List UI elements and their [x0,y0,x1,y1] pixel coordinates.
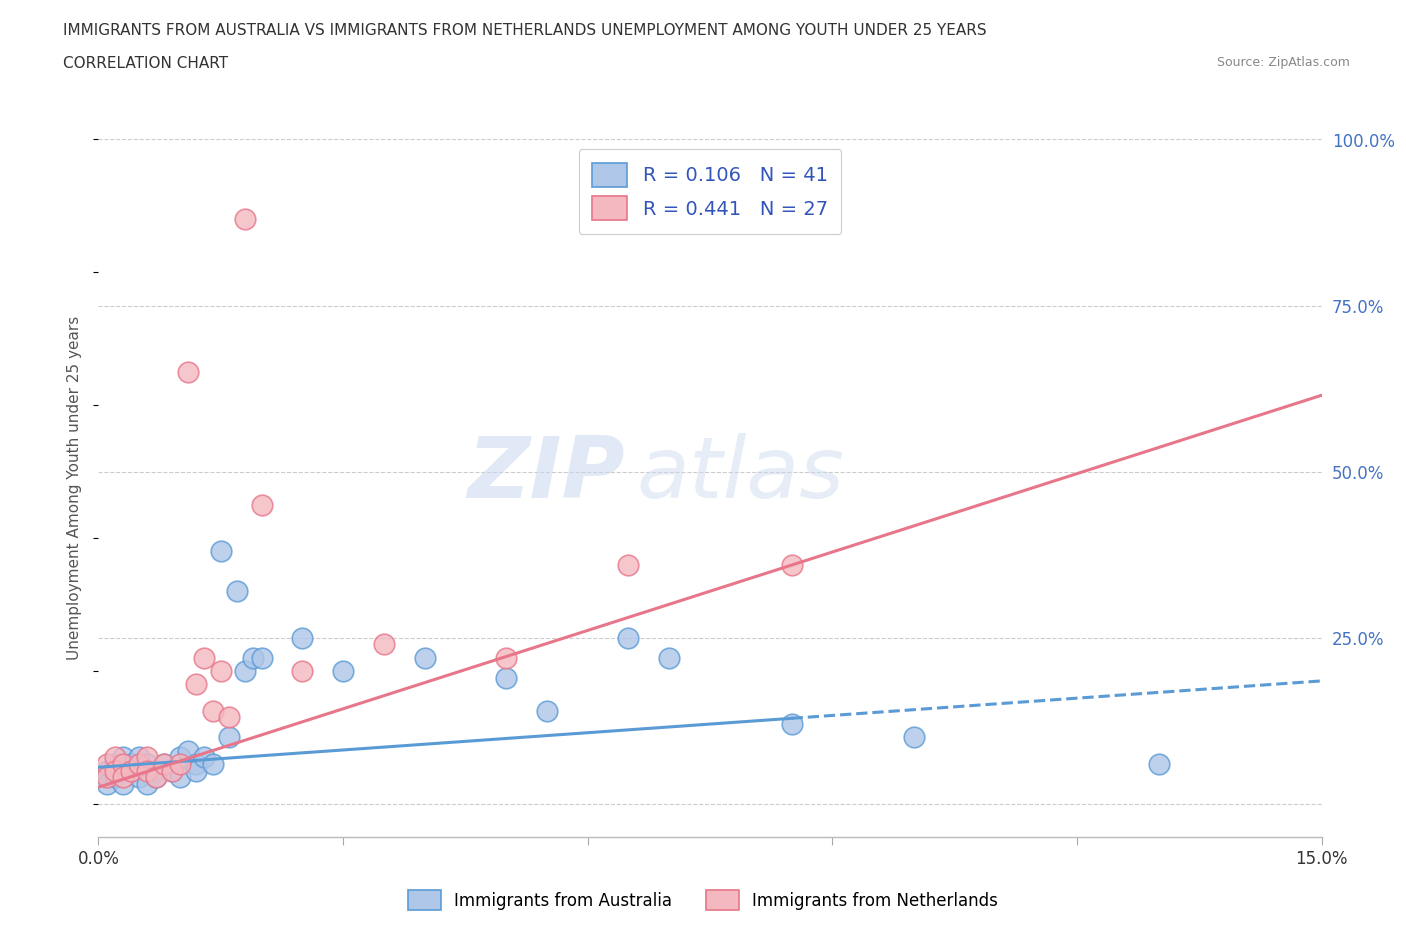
Point [120,764,142,778]
Point [111,756,134,771]
Point [780,557,803,572]
Point [209,663,232,678]
Point [250,498,273,512]
Point [111,777,134,791]
Point [128,756,150,771]
Legend: R = 0.106   N = 41, R = 0.441   N = 27: R = 0.106 N = 41, R = 0.441 N = 27 [579,149,841,233]
Point [218,710,240,724]
Point [160,764,183,778]
Point [250,650,273,665]
Point [152,756,174,771]
Point [209,544,232,559]
Point [120,764,142,778]
Point [658,650,681,665]
Point [104,770,127,785]
Legend: Immigrants from Australia, Immigrants from Netherlands: Immigrants from Australia, Immigrants fr… [401,884,1005,917]
Point [160,764,183,778]
Point [226,584,249,599]
Point [136,750,159,764]
Point [617,631,640,645]
Point [617,557,640,572]
Point [332,663,354,678]
Text: IMMIGRANTS FROM AUSTRALIA VS IMMIGRANTS FROM NETHERLANDS UNEMPLOYMENT AMONG YOUT: IMMIGRANTS FROM AUSTRALIA VS IMMIGRANTS … [63,23,987,38]
Point [291,631,314,645]
Point [104,764,127,778]
Point [96,777,118,791]
Point [169,756,191,771]
Point [780,717,803,732]
Point [495,650,517,665]
Point [903,730,925,745]
Text: CORRELATION CHART: CORRELATION CHART [63,56,228,71]
Text: atlas: atlas [637,432,845,516]
Y-axis label: Unemployment Among Youth under 25 years: Unemployment Among Youth under 25 years [67,316,83,660]
Point [145,770,167,785]
Point [136,756,159,771]
Point [495,671,517,685]
Point [218,730,240,745]
Point [145,764,167,778]
Text: Source: ZipAtlas.com: Source: ZipAtlas.com [1216,56,1350,69]
Point [96,756,118,771]
Point [536,703,558,718]
Point [145,770,167,785]
Point [413,650,436,665]
Point [291,663,314,678]
Point [186,677,208,692]
Point [177,365,200,379]
Point [169,750,191,764]
Text: ZIP: ZIP [467,432,624,516]
Point [128,770,150,785]
Point [169,770,191,785]
Point [152,756,174,771]
Point [104,750,127,764]
Point [1147,756,1170,771]
Point [373,637,395,652]
Point [233,663,256,678]
Point [104,764,127,778]
Point [111,750,134,764]
Point [136,777,159,791]
Point [201,703,224,718]
Point [233,212,256,227]
Point [128,750,150,764]
Point [193,750,215,764]
Point [242,650,264,665]
Point [120,756,142,771]
Point [201,756,224,771]
Point [96,770,118,785]
Point [193,650,215,665]
Point [186,756,208,771]
Point [104,756,127,771]
Point [111,770,134,785]
Point [96,764,118,778]
Point [186,764,208,778]
Point [96,770,118,785]
Point [136,764,159,778]
Point [177,743,200,758]
